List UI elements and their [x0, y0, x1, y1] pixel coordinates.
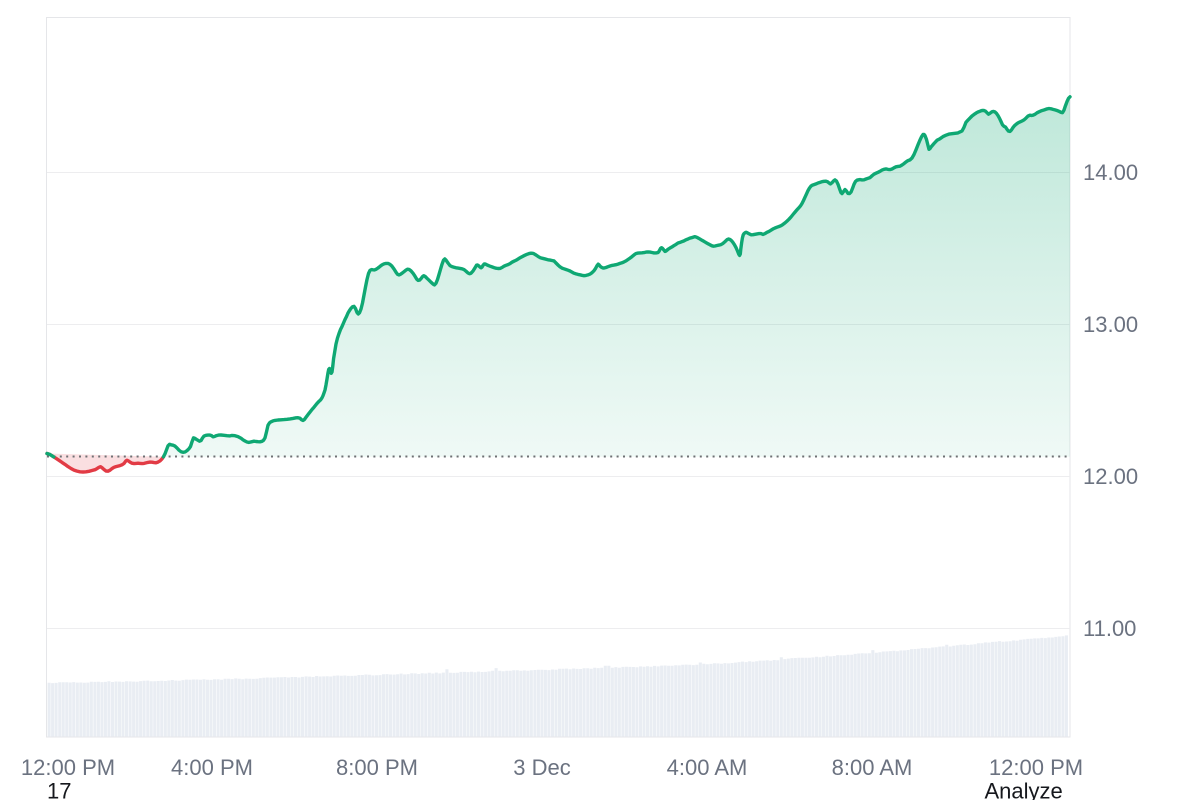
svg-text:Analyze: Analyze: [985, 779, 1063, 800]
svg-text:14.00: 14.00: [1083, 160, 1138, 185]
svg-text:12.00: 12.00: [1083, 464, 1138, 489]
svg-text:17: 17: [47, 779, 71, 800]
svg-text:12:00 PM: 12:00 PM: [989, 755, 1083, 780]
svg-text:4:00 PM: 4:00 PM: [171, 755, 253, 780]
svg-text:4:00 AM: 4:00 AM: [667, 755, 748, 780]
svg-text:11.00: 11.00: [1083, 616, 1136, 641]
svg-text:3 Dec: 3 Dec: [513, 755, 570, 780]
svg-text:12:00 PM: 12:00 PM: [21, 755, 115, 780]
svg-text:13.00: 13.00: [1083, 312, 1138, 337]
svg-text:8:00 AM: 8:00 AM: [832, 755, 913, 780]
svg-text:8:00 PM: 8:00 PM: [336, 755, 418, 780]
